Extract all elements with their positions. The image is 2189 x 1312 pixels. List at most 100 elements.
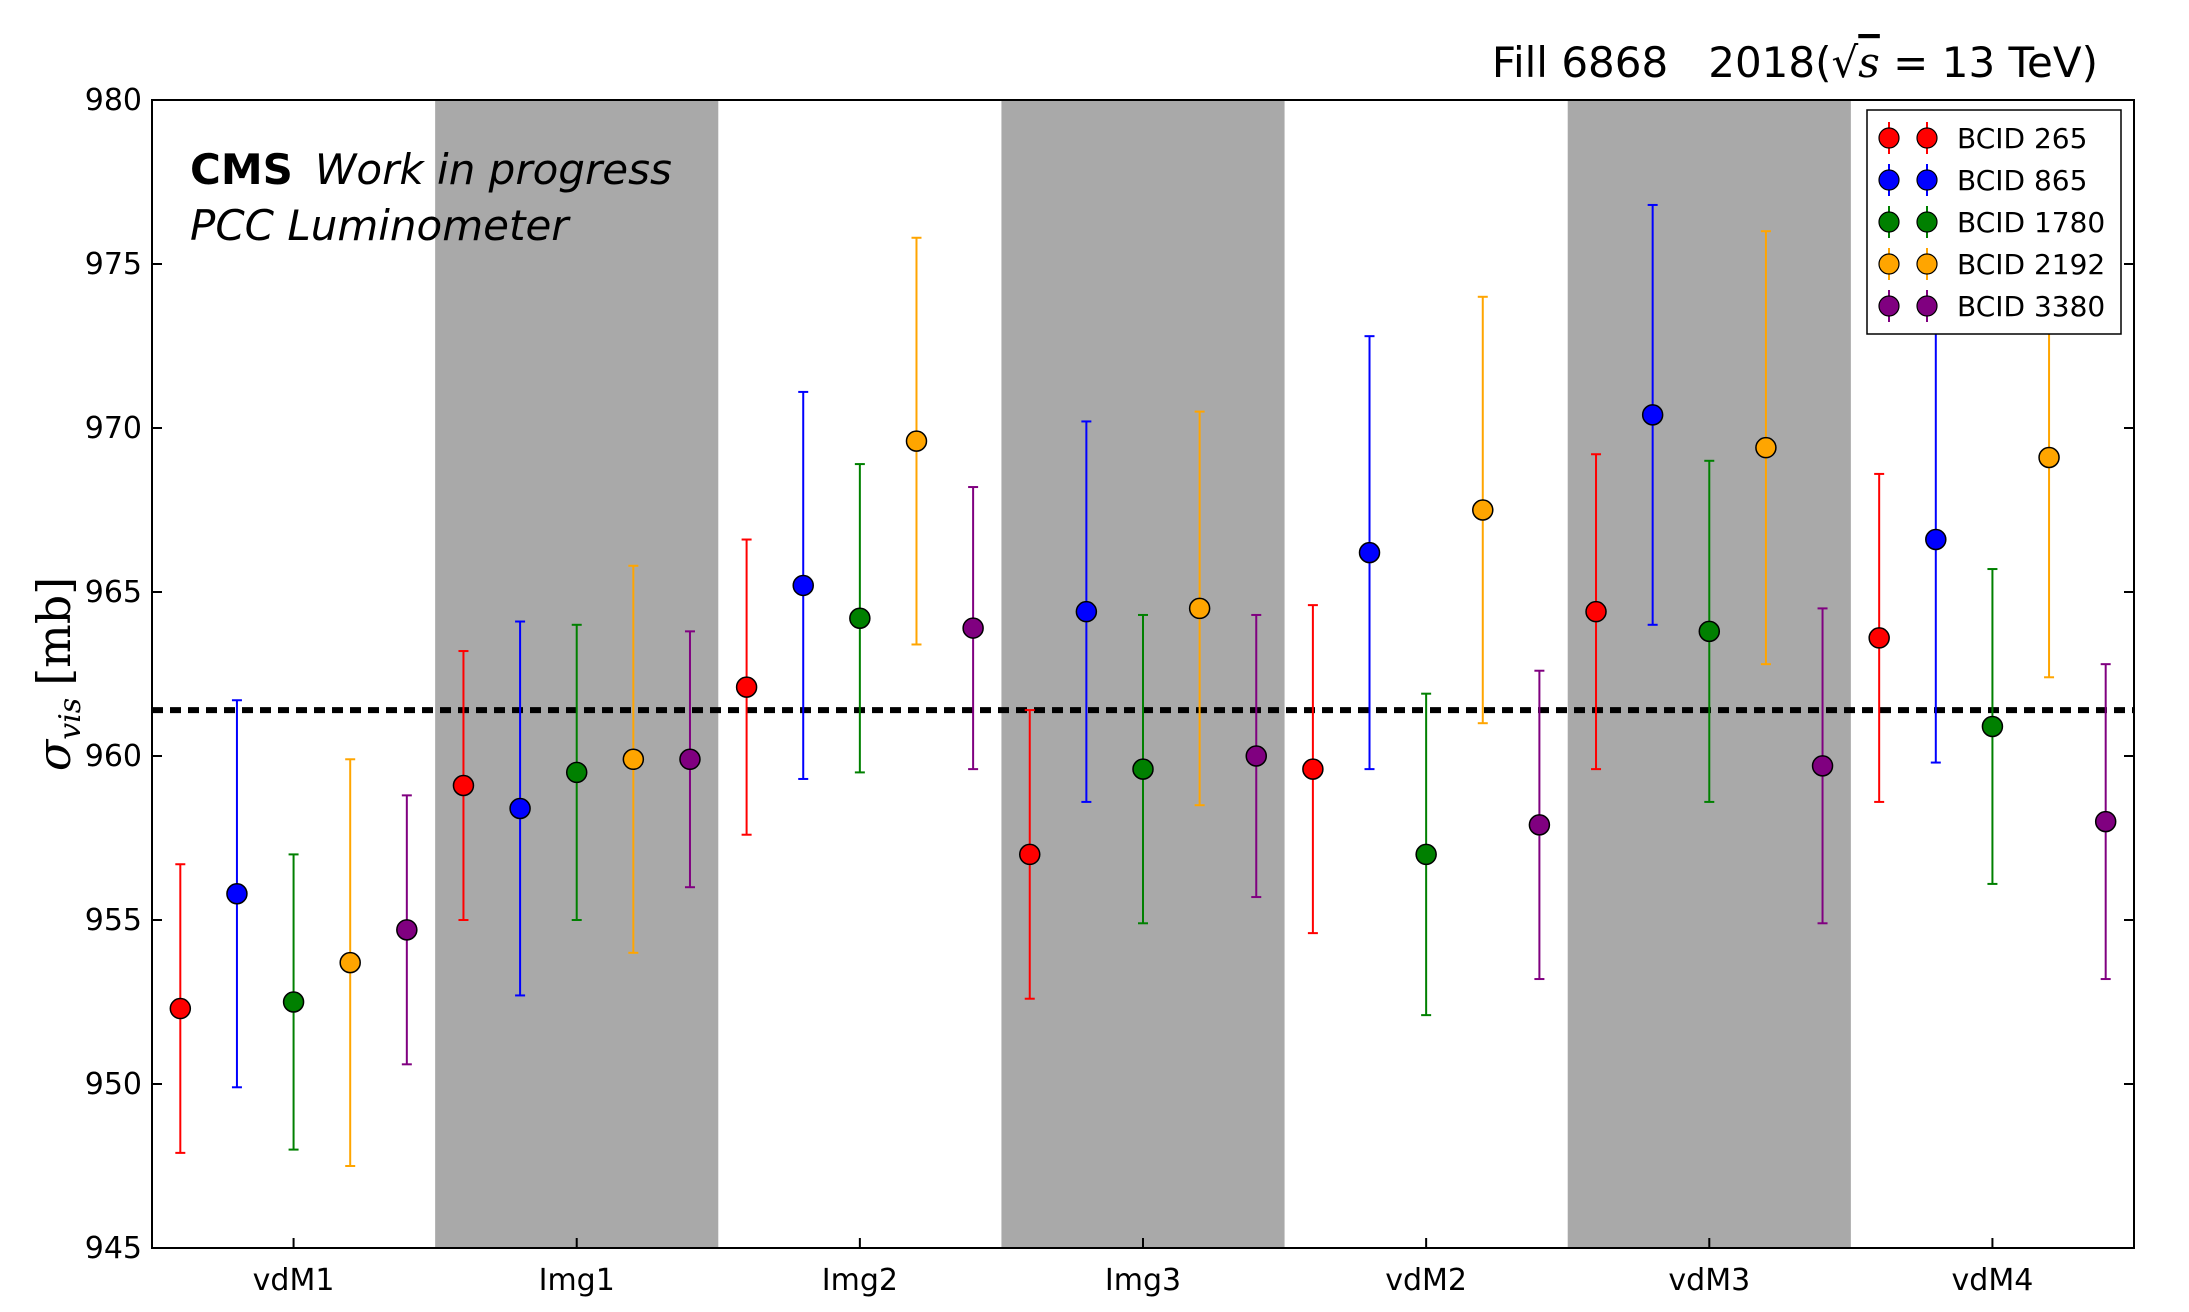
marker <box>1585 600 1607 623</box>
point-bcid-865-vdm3 <box>1641 203 1664 626</box>
detector-label: PCC Luminometer <box>190 201 571 250</box>
marker <box>1188 597 1211 620</box>
marker <box>2094 810 2117 833</box>
y-tick-label: 945 <box>85 1231 142 1266</box>
marker <box>1018 843 1041 866</box>
legend-marker <box>1878 169 1900 191</box>
marker <box>169 997 192 1020</box>
legend-marker <box>1878 211 1900 233</box>
marker <box>679 748 701 771</box>
marker <box>622 748 645 771</box>
y-tick-label: 975 <box>85 247 142 282</box>
point-bcid-865-vdm1 <box>226 699 248 1089</box>
marker <box>339 951 361 974</box>
point-bcid-3380-vdm4 <box>2094 663 2117 981</box>
legend-entry: BCID 865 <box>1878 164 2087 197</box>
marker <box>1472 499 1494 521</box>
fill-label: Fill 6868 <box>1492 38 1668 87</box>
point-bcid-2192-img1 <box>622 564 645 954</box>
x-tick-label: vdM1 <box>253 1263 335 1298</box>
point-bcid-3380-vdm2 <box>1528 669 1551 981</box>
legend-marker <box>1916 253 1938 275</box>
legend-marker <box>1916 211 1938 233</box>
legend-entry: BCID 2192 <box>1878 248 2105 281</box>
marker <box>1811 755 1834 777</box>
point-bcid-265-img3 <box>1018 709 1041 1000</box>
marker <box>962 617 984 639</box>
marker <box>849 607 871 629</box>
x-tick-label: vdM3 <box>1668 1263 1750 1298</box>
point-bcid-265-vdm3 <box>1585 453 1607 771</box>
marker <box>396 919 418 941</box>
header-text: Fill 6868 2018(√s = 13 TeV) <box>1492 38 2098 87</box>
point-bcid-865-img1 <box>509 620 531 997</box>
legend-marker <box>1916 169 1938 191</box>
legend-label: BCID 1780 <box>1957 206 2105 239</box>
point-bcid-1780-img3 <box>1132 613 1154 925</box>
legend-marker <box>1916 127 1938 149</box>
marker <box>1415 843 1437 866</box>
x-tick-label: vdM2 <box>1385 1263 1467 1298</box>
marker <box>1302 758 1324 780</box>
legend-entry: BCID 1780 <box>1878 206 2105 239</box>
point-bcid-3380-vdm3 <box>1811 607 1834 925</box>
legend-box <box>1866 109 2122 335</box>
point-bcid-2192-vdm3 <box>1755 230 1777 666</box>
point-bcid-2192-vdm2 <box>1472 295 1494 725</box>
legend-label: BCID 265 <box>1957 122 2087 155</box>
x-tick-label: Img3 <box>1105 1263 1181 1298</box>
marker <box>1755 436 1777 459</box>
y-tick-label: 950 <box>85 1067 142 1102</box>
point-bcid-265-img2 <box>735 538 758 836</box>
legend-label: BCID 2192 <box>1957 248 2105 281</box>
year-label: 2018( <box>1708 38 1831 87</box>
x-tick-label: Img2 <box>822 1263 898 1298</box>
y-tick-label: 980 <box>85 83 142 118</box>
legend-label: BCID 3380 <box>1957 290 2105 323</box>
y-axis-label-sub: vis <box>53 698 88 740</box>
legend-marker <box>1878 127 1900 149</box>
point-bcid-2192-img2 <box>905 236 928 646</box>
marker <box>1925 528 1947 551</box>
legend-entry: BCID 3380 <box>1878 290 2105 323</box>
legend-marker <box>1916 295 1938 317</box>
point-bcid-3380-img1 <box>679 630 701 889</box>
marker <box>1641 404 1664 426</box>
y-tick-label: 970 <box>85 411 142 446</box>
point-bcid-1780-vdm2 <box>1415 692 1437 1017</box>
cms-annotation: CMS Work in progress <box>190 145 672 194</box>
marker <box>452 774 475 797</box>
marker <box>1528 814 1551 836</box>
x-tick-label: vdM4 <box>1952 1263 2034 1298</box>
y-axis-label-unit: [mb] <box>27 577 81 686</box>
cms-label: CMS <box>190 145 293 194</box>
point-bcid-865-vdm2 <box>1358 335 1381 771</box>
marker <box>1868 627 1890 649</box>
point-bcid-3380-img3 <box>1245 613 1268 899</box>
point-bcid-265-img1 <box>452 650 475 921</box>
status-label: Work in progress <box>315 145 672 194</box>
marker <box>509 797 531 820</box>
point-bcid-2192-vdm1 <box>339 758 361 1167</box>
y-tick-label: 960 <box>85 739 142 774</box>
point-bcid-3380-img2 <box>962 486 984 771</box>
legend-label: BCID 865 <box>1957 164 2087 197</box>
marker <box>282 991 305 1013</box>
x-axis: vdM1 Img1 Img2 Img3 vdM2 vdM3 vdM4 <box>253 1238 2034 1298</box>
marker <box>226 883 248 905</box>
marker <box>735 676 758 698</box>
x-tick-label: Img1 <box>539 1263 615 1298</box>
legend-marker <box>1878 253 1900 275</box>
marker <box>1075 600 1098 623</box>
point-bcid-1780-img2 <box>849 463 871 774</box>
sqrt-symbol: √ <box>1832 38 1859 87</box>
marker <box>1245 745 1268 767</box>
legend-marker <box>1878 295 1900 317</box>
y-tick-label: 955 <box>85 903 142 938</box>
marker <box>1132 758 1154 780</box>
point-bcid-865-img2 <box>792 390 814 780</box>
marker <box>1981 715 2004 738</box>
data-points <box>169 203 2117 1167</box>
marker <box>565 761 588 784</box>
